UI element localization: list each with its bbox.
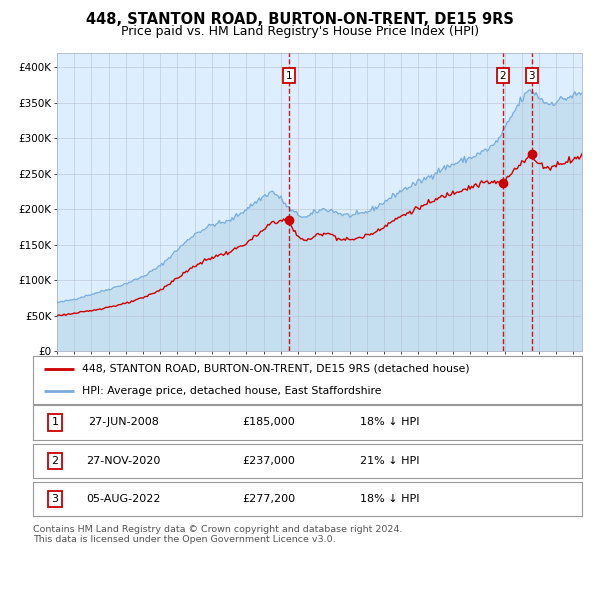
Text: 18% ↓ HPI: 18% ↓ HPI (360, 494, 419, 504)
Text: Contains HM Land Registry data © Crown copyright and database right 2024.
This d: Contains HM Land Registry data © Crown c… (33, 525, 403, 545)
Text: HPI: Average price, detached house, East Staffordshire: HPI: Average price, detached house, East… (82, 386, 382, 396)
Text: £237,000: £237,000 (242, 456, 296, 466)
Text: 448, STANTON ROAD, BURTON-ON-TRENT, DE15 9RS: 448, STANTON ROAD, BURTON-ON-TRENT, DE15… (86, 12, 514, 27)
Text: 3: 3 (52, 494, 58, 504)
Text: 21% ↓ HPI: 21% ↓ HPI (360, 456, 419, 466)
Text: 2: 2 (52, 456, 59, 466)
Text: 3: 3 (529, 71, 535, 81)
Text: 1: 1 (52, 418, 58, 427)
Text: 27-NOV-2020: 27-NOV-2020 (86, 456, 161, 466)
Text: Price paid vs. HM Land Registry's House Price Index (HPI): Price paid vs. HM Land Registry's House … (121, 25, 479, 38)
Text: 05-AUG-2022: 05-AUG-2022 (86, 494, 161, 504)
Text: £185,000: £185,000 (242, 418, 295, 427)
Text: £277,200: £277,200 (242, 494, 296, 504)
Text: 1: 1 (286, 71, 293, 81)
Text: 27-JUN-2008: 27-JUN-2008 (88, 418, 159, 427)
Text: 448, STANTON ROAD, BURTON-ON-TRENT, DE15 9RS (detached house): 448, STANTON ROAD, BURTON-ON-TRENT, DE15… (82, 364, 470, 374)
Text: 18% ↓ HPI: 18% ↓ HPI (360, 418, 419, 427)
Text: 2: 2 (500, 71, 506, 81)
